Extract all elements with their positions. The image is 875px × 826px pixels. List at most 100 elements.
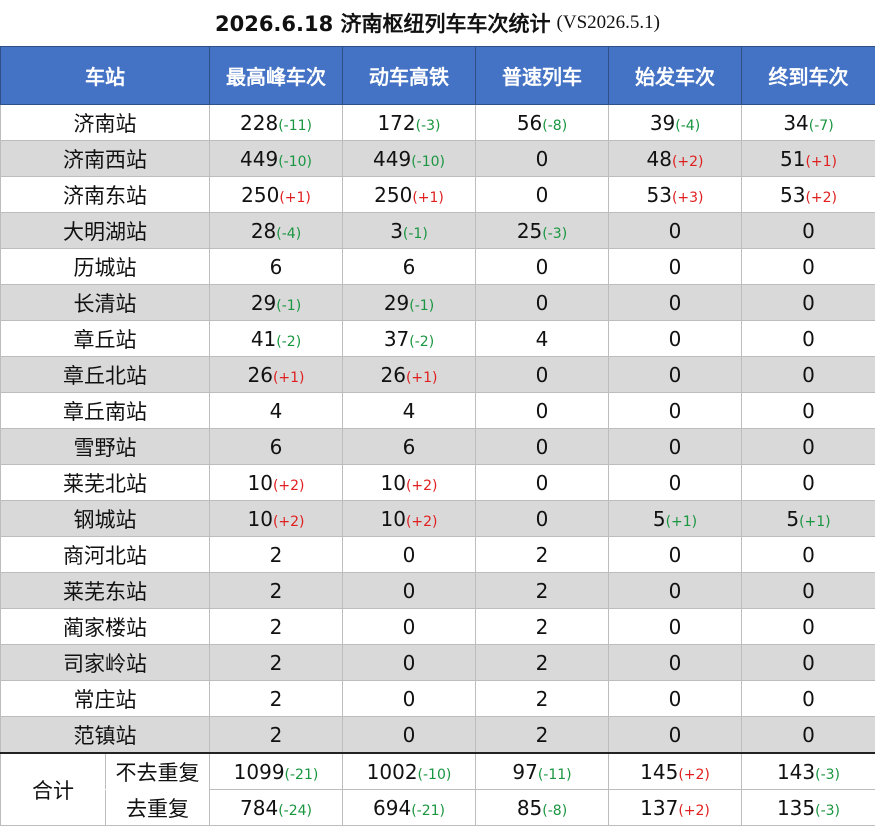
station-name: 历城站 [1,249,210,285]
cell-emu: 10(+2) [343,465,476,501]
cell-value: 10 [380,471,405,495]
cell-emu: 0 [343,681,476,717]
cell-value: 0 [802,399,815,423]
cell-value: 145 [640,760,678,784]
cell-value: 4 [270,399,283,423]
cell-delta: (-21) [285,767,319,783]
cell-delta: (-11) [278,118,312,134]
cell-value: 53 [646,183,671,207]
cell-value: 53 [780,183,805,207]
cell-origin: 48(+2) [609,141,742,177]
cell-terminal: 5(+1) [742,501,875,537]
cell-value: 0 [403,651,416,675]
cell-value: 250 [241,183,279,207]
cell-value: 97 [512,760,537,784]
cell-value: 0 [802,255,815,279]
station-name: 司家岭站 [1,645,210,681]
cell-value: 6 [270,435,283,459]
cell-delta: (-11) [538,767,572,783]
cell-value: 0 [669,399,682,423]
cell-value: 449 [373,147,411,171]
cell-terminal: 0 [742,429,875,465]
cell-value: 10 [247,507,272,531]
cell-value: 48 [646,147,671,171]
cell-value: 0 [802,291,815,315]
title-compare: (VS2026.5.1) [557,12,660,34]
cell-value: 449 [240,147,278,171]
cell-value: 39 [650,111,675,135]
cell-value: 0 [802,579,815,603]
cell-value: 2 [270,723,283,747]
cell-value: 0 [403,543,416,567]
cell-origin: 39(-4) [609,105,742,141]
cell-terminal: 53(+2) [742,177,875,213]
station-name: 济南站 [1,105,210,141]
cell-value: 0 [669,723,682,747]
cell-value: 1002 [367,760,418,784]
cell-origin: 0 [609,465,742,501]
cell-value: 0 [802,219,815,243]
cell-value: 2 [270,579,283,603]
cell-normal: 4 [476,321,609,357]
cell-delta: (+2) [406,478,438,494]
cell-peak: 29(-1) [210,285,343,321]
header-normal: 普速列车 [476,47,609,105]
cell-emu: 0 [343,573,476,609]
station-name: 济南西站 [1,141,210,177]
cell-value: 0 [669,687,682,711]
cell-value: 0 [669,615,682,639]
cell-value: 0 [536,147,549,171]
cell-origin: 0 [609,249,742,285]
cell-value: 172 [377,111,415,135]
cell-peak: 2 [210,717,343,754]
cell-delta: (-4) [675,118,700,134]
summary-cell-normal: 97(-11) [476,753,609,790]
cell-value: 26 [380,363,405,387]
cell-emu: 172(-3) [343,105,476,141]
cell-origin: 0 [609,681,742,717]
cell-terminal: 0 [742,573,875,609]
cell-value: 228 [240,111,278,135]
cell-value: 28 [251,219,276,243]
cell-value: 6 [270,255,283,279]
station-name: 长清站 [1,285,210,321]
cell-emu: 6 [343,249,476,285]
cell-value: 0 [669,579,682,603]
cell-delta: (-4) [276,226,301,242]
cell-value: 135 [777,796,815,820]
cell-peak: 228(-11) [210,105,343,141]
cell-terminal: 0 [742,393,875,429]
cell-peak: 449(-10) [210,141,343,177]
cell-peak: 4 [210,393,343,429]
summary-sublabel: 去重复 [105,790,209,825]
cell-normal: 0 [476,141,609,177]
cell-value: 25 [517,219,542,243]
cell-terminal: 0 [742,717,875,754]
cell-peak: 2 [210,537,343,573]
cell-value: 85 [517,796,542,820]
cell-emu: 0 [343,537,476,573]
cell-delta: (-1) [276,298,301,314]
cell-value: 0 [802,687,815,711]
cell-value: 0 [536,183,549,207]
cell-value: 0 [802,651,815,675]
cell-value: 784 [240,796,278,820]
cell-peak: 41(-2) [210,321,343,357]
cell-terminal: 34(-7) [742,105,875,141]
cell-peak: 10(+2) [210,501,343,537]
cell-value: 2 [536,579,549,603]
cell-value: 0 [669,327,682,351]
cell-value: 37 [384,327,409,351]
cell-peak: 6 [210,249,343,285]
cell-value: 0 [802,327,815,351]
